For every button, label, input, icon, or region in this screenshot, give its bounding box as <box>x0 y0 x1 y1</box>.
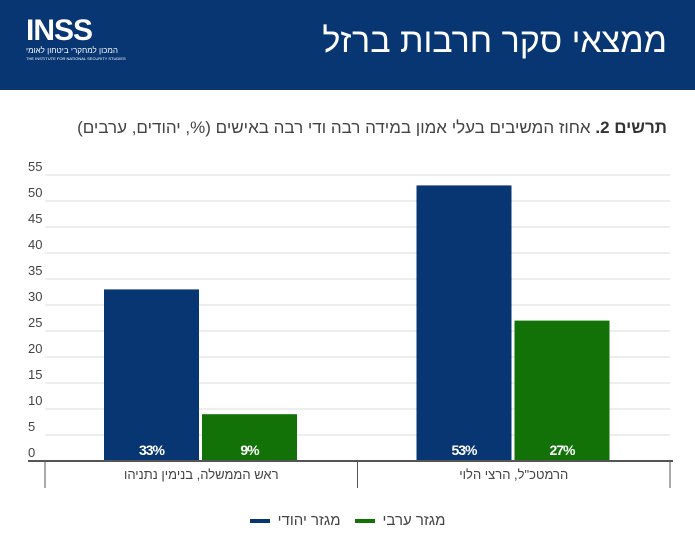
category-label: הרמטכ"ל, הרצי הלוי <box>459 467 568 482</box>
legend-item-arab[interactable]: מגזר ערבי <box>354 512 446 529</box>
logo-text: INSS <box>26 14 93 47</box>
y-tick-label: 30 <box>28 289 42 304</box>
y-tick-label: 15 <box>28 367 42 382</box>
data-label: 53% <box>451 442 478 458</box>
legend-swatch-jewish <box>249 518 270 523</box>
category-label: ראש הממשלה, בנימין נתניהו <box>124 467 279 482</box>
y-tick-label: 10 <box>28 393 42 408</box>
y-tick-label: 5 <box>28 419 35 434</box>
y-tick-label: 25 <box>28 315 42 330</box>
y-tick-label: 35 <box>28 263 42 278</box>
y-tick-label: 45 <box>28 211 42 226</box>
caption-text: אחוז המשיבים בעלי אמון במידה רבה ודי רבה… <box>77 118 596 137</box>
legend-item-jewish[interactable]: מגזר יהודי <box>249 512 341 529</box>
data-label: 9% <box>240 442 260 458</box>
bar <box>202 414 297 461</box>
inss-logo: INSS המכון למחקרי ביטחון לאומי THE INSTI… <box>26 16 126 76</box>
bar <box>104 289 199 461</box>
logo-subtitle: המכון למחקרי ביטחון לאומי <box>26 46 118 55</box>
y-tick-label: 20 <box>28 341 42 356</box>
header: INSS המכון למחקרי ביטחון לאומי THE INSTI… <box>0 0 695 90</box>
y-tick-label: 40 <box>28 237 42 252</box>
logo-english: THE INSTITUTE FOR NATIONAL SECURITY STUD… <box>26 56 126 61</box>
page-title: ממצאי סקר חרבות ברזל <box>322 22 667 60</box>
bar <box>514 320 610 461</box>
caption-prefix: תרשים 2. <box>595 118 667 137</box>
legend-label-jewish: מגזר יהודי <box>277 512 341 529</box>
legend-label-arab: מגזר ערבי <box>382 512 446 529</box>
y-tick-label: 55 <box>28 159 42 174</box>
bar <box>416 185 512 461</box>
chart-caption: תרשים 2. אחוז המשיבים בעלי אמון במידה רב… <box>77 118 667 138</box>
data-label: 33% <box>139 442 166 458</box>
y-tick-label: 50 <box>28 185 42 200</box>
legend: מגזר ערבי מגזר יהודי <box>0 512 695 529</box>
y-tick-label: 0 <box>28 445 35 460</box>
legend-swatch-arab <box>354 518 375 523</box>
data-label: 27% <box>549 442 576 458</box>
